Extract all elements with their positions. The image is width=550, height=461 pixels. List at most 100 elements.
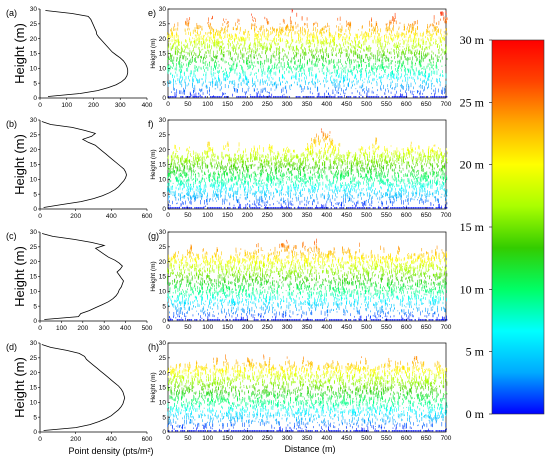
lidar-point: [266, 91, 268, 93]
lidar-point: [404, 80, 406, 82]
lidar-point: [244, 71, 246, 76]
lidar-point: [252, 192, 254, 196]
lidar-point: [255, 84, 256, 88]
y-tick-label: 15: [30, 162, 38, 169]
lidar-point: [174, 144, 176, 149]
lidar-point: [198, 92, 200, 96]
lidar-point: [206, 202, 208, 206]
lidar-point: [221, 179, 223, 182]
lidar-point: [383, 54, 384, 57]
lidar-point: [281, 188, 283, 192]
lidar-point: [402, 79, 404, 83]
lidar-point: [304, 27, 305, 33]
lidar-point: [211, 154, 213, 159]
lidar-point: [304, 173, 306, 177]
x-tick-label: 0: [166, 101, 170, 108]
lidar-point: [221, 40, 222, 44]
lidar-point: [302, 67, 304, 69]
lidar-point: [232, 177, 233, 182]
lidar-point: [287, 40, 288, 43]
lidar-point: [246, 157, 248, 160]
lidar-point: [295, 196, 297, 199]
lidar-point: [204, 199, 205, 205]
lidar-point: [173, 157, 175, 160]
lidar-point: [266, 162, 267, 165]
lidar-point: [216, 79, 217, 83]
lidar-point: [372, 55, 374, 57]
lidar-point: [190, 163, 191, 166]
lidar-point: [406, 26, 408, 29]
lidar-point: [224, 148, 226, 150]
lidar-point: [269, 173, 271, 176]
lidar-point: [310, 87, 311, 90]
lidar-point: [195, 180, 196, 185]
lidar-point: [413, 91, 415, 93]
ground-point: [416, 96, 418, 98]
lidar-point: [258, 53, 260, 56]
lidar-point: [296, 31, 298, 35]
lidar-point: [201, 162, 203, 167]
lidar-point: [373, 63, 375, 67]
lidar-point: [311, 193, 313, 197]
lidar-point: [359, 91, 361, 95]
lidar-point: [302, 160, 303, 163]
lidar-point: [332, 34, 334, 39]
lidar-point: [171, 158, 172, 162]
lidar-point: [189, 49, 191, 53]
lidar-point: [274, 163, 276, 165]
lidar-point: [289, 176, 290, 181]
lidar-point: [415, 54, 417, 58]
lidar-point: [259, 27, 261, 31]
lidar-point: [317, 57, 319, 61]
lidar-point: [235, 190, 236, 195]
lidar-point: [407, 60, 409, 65]
lidar-point: [368, 59, 369, 62]
lidar-point: [264, 71, 266, 75]
lidar-point: [213, 155, 215, 159]
lidar-point: [270, 69, 271, 72]
lidar-point: [240, 52, 242, 55]
lidar-point: [363, 88, 365, 90]
lidar-point: [256, 61, 258, 64]
lidar-point: [224, 35, 225, 39]
lidar-point: [319, 164, 320, 169]
lidar-point: [274, 30, 275, 33]
lidar-point: [328, 36, 330, 39]
lidar-point: [184, 44, 186, 48]
lidar-point: [322, 72, 324, 74]
lidar-point: [236, 170, 238, 174]
lidar-point: [326, 30, 327, 33]
lidar-point: [250, 50, 252, 55]
lidar-point: [261, 35, 262, 40]
lidar-point: [296, 174, 298, 179]
lidar-point: [446, 20, 447, 23]
lidar-point: [445, 49, 447, 53]
lidar-point: [202, 81, 204, 85]
lidar-point: [289, 200, 291, 206]
lidar-point: [184, 28, 186, 32]
lidar-point: [176, 176, 178, 181]
lidar-point: [233, 80, 235, 83]
x-tick-label: 50: [184, 101, 192, 108]
lidar-point: [366, 88, 368, 91]
ground-point: [276, 207, 278, 209]
lidar-point: [339, 33, 341, 35]
lidar-point: [239, 204, 240, 209]
lidar-point: [309, 49, 310, 52]
lidar-point: [296, 162, 298, 167]
lidar-point: [326, 74, 327, 79]
lidar-point: [224, 170, 225, 175]
lidar-point: [224, 182, 226, 185]
lidar-point: [319, 149, 321, 152]
lidar-point: [179, 66, 181, 71]
lidar-point: [439, 83, 441, 87]
lidar-point: [420, 44, 422, 49]
lidar-point: [240, 36, 241, 39]
lidar-point: [259, 93, 261, 98]
lidar-point: [303, 69, 305, 75]
lidar-point: [232, 175, 234, 178]
lidar-point: [290, 27, 291, 32]
lidar-point: [258, 161, 260, 164]
lidar-point: [359, 85, 361, 89]
lidar-point: [386, 25, 387, 30]
